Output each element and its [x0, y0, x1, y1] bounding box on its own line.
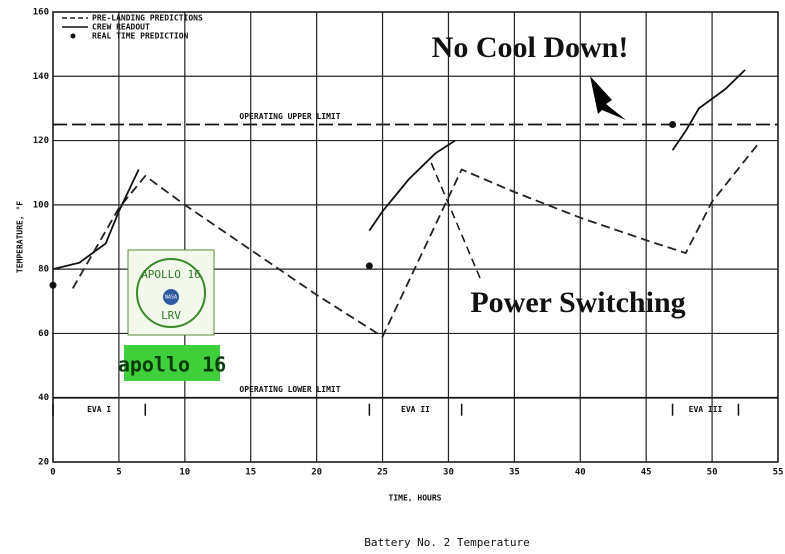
badge-text: APOLLO 16 — [141, 268, 201, 281]
y-tick-label: 40 — [38, 393, 49, 403]
point — [365, 262, 373, 270]
y-tick-label: 160 — [33, 8, 49, 18]
legend-label: REAL TIME PREDICTION — [92, 32, 189, 41]
badge-ring — [136, 258, 206, 328]
y-axis-label: TEMPERATURE, °F — [16, 201, 25, 273]
legend-label: CREW READOUT — [92, 23, 150, 32]
badge-dot — [163, 289, 179, 305]
badge-text: NASA — [165, 295, 177, 301]
x-tick-label: 30 — [443, 468, 454, 478]
arrow — [590, 76, 626, 120]
y-tick-label: 120 — [33, 136, 49, 146]
chart-title: Battery No. 2 Temperature — [364, 536, 530, 549]
x-tick-label: 5 — [116, 468, 121, 478]
plot-frame — [52, 11, 779, 463]
x-tick-label: 0 — [50, 468, 55, 478]
y-tick-label: 140 — [33, 72, 49, 82]
arrow — [429, 159, 481, 279]
y-tick-label: 100 — [33, 200, 49, 210]
eva-label: EVA III — [689, 405, 723, 414]
x-tick-label: 55 — [773, 468, 784, 478]
series-line — [71, 143, 759, 338]
series-line — [52, 69, 746, 271]
eva-label: EVA II — [401, 405, 430, 414]
legend-label: PRE-LANDING PREDICTIONS — [92, 14, 203, 23]
y-tick-label: 20 — [38, 458, 49, 468]
badge-bg — [124, 345, 220, 381]
legend-swatch — [70, 33, 76, 39]
x-tick-label: 15 — [245, 468, 256, 478]
x-axis-label: TIME, HOURS — [389, 494, 442, 503]
plot: 20 40 60 80 100 120 140 160 0 5 10 15 20 25 30 35 40 45 50… — [33, 8, 784, 478]
badge-text: apollo 16 — [118, 353, 226, 377]
reference-label: OPERATING UPPER LIMIT — [239, 112, 340, 121]
badge: APOLLO 16 NASA LRV apollo 16 — [118, 249, 226, 381]
annotation: Power Switching — [470, 286, 685, 319]
point — [669, 121, 677, 128]
point — [49, 281, 57, 289]
y-tick-label: 60 — [38, 329, 49, 339]
x-tick-label: 50 — [707, 468, 718, 478]
x-tick-label: 35 — [509, 468, 520, 478]
annotation: No Cool Down! — [432, 31, 629, 64]
x-tick-label: 25 — [377, 468, 388, 478]
x-tick-label: 20 — [311, 468, 322, 478]
reference-label: OPERATING LOWER LIMIT — [239, 385, 340, 394]
x-tick-label: 10 — [179, 468, 190, 478]
eva-label: EVA I — [87, 405, 111, 414]
badge-text: LRV — [161, 309, 181, 322]
y-tick-label: 80 — [38, 265, 49, 275]
x-tick-label: 45 — [641, 468, 652, 478]
x-tick-label: 40 — [575, 468, 586, 478]
